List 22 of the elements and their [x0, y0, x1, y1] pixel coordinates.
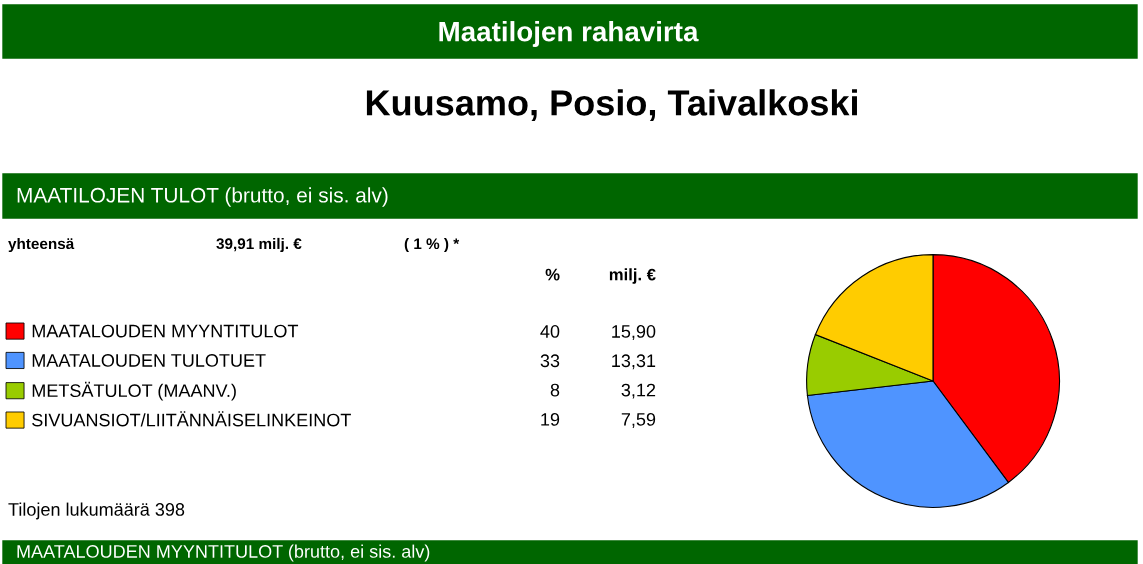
text: 19	[541, 412, 560, 426]
text: 39,91 milj. €	[216, 237, 302, 253]
data-label: 13,31	[612, 354, 656, 370]
legend-label: MAATALOUDEN TULOTUET	[32, 354, 266, 367]
text: 33	[540, 354, 560, 368]
text: MAATILOJEN TULOT (brutto, ei sis. alv)	[17, 187, 388, 207]
legend-label: MAATALOUDEN MYYNTITULOT	[32, 324, 299, 338]
text: Tilojen lukumäärä 398	[8, 502, 185, 520]
text: yhteensä	[8, 237, 75, 253]
text: MAATALOUDEN MYYNTITULOT (brutto, ei sis. alv)	[17, 544, 430, 562]
chart-subtitle: Kuusamo, Posio, Taivalkoski	[366, 89, 857, 121]
data-label: 15,90	[612, 325, 656, 340]
legend-label: METSÄTULOT (MAANV.)	[32, 381, 236, 401]
data-label: 7,59	[621, 412, 656, 428]
chart-title: Maatilojen rahavirta	[439, 21, 699, 47]
text: %	[545, 268, 560, 281]
text: milj. €	[609, 268, 656, 284]
legend-label: SIVUANSIOT/LIITÄNNÄISELINKEINOT	[32, 411, 351, 427]
data-label: 3,12	[621, 383, 656, 399]
text: 40	[540, 325, 560, 338]
text: ( 1 % ) *	[404, 237, 460, 253]
text: 8	[550, 383, 560, 397]
